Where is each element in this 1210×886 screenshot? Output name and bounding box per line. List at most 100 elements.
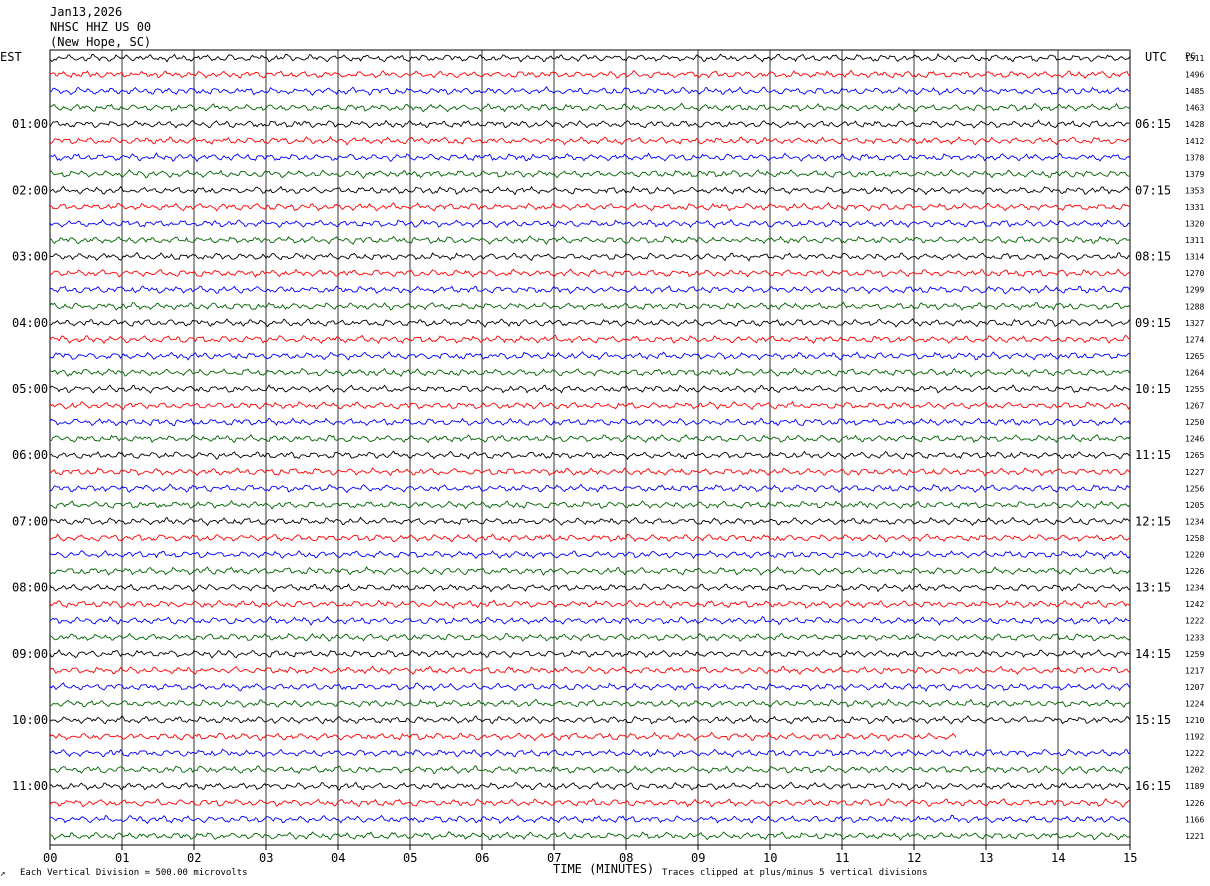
utc-hour-label: 08:15 — [1135, 250, 1171, 264]
seismic-trace — [49, 135, 1131, 146]
clip-note: Traces clipped at plus/minus 5 vertical … — [662, 868, 928, 878]
seismic-trace — [49, 731, 957, 742]
x-tick-label: 13 — [979, 851, 993, 865]
trace-rms-label: 1220 — [1185, 551, 1204, 560]
est-hour-label: 06:00 — [12, 448, 48, 462]
utc-hour-labels: 06:15 07:15 08:15 09:15 10:15 11:15 12:15 13:15… — [1135, 117, 1171, 793]
trace-rms-label: 1258 — [1185, 534, 1204, 543]
trace-rms-label: 1511 — [1185, 54, 1204, 63]
trace-rms-label: 1246 — [1185, 435, 1204, 444]
seismic-trace — [49, 69, 1131, 79]
est-label: EST — [0, 50, 22, 64]
seismic-trace — [49, 533, 1131, 543]
seismic-trace — [49, 268, 1131, 278]
x-tick-label: 04 — [331, 851, 345, 865]
seismic-trace — [49, 119, 1131, 129]
trace-rms-label: 1166 — [1185, 815, 1204, 824]
trace-rms-label: 1320 — [1185, 220, 1204, 229]
seismic-trace — [49, 401, 1131, 411]
seismic-trace — [50, 814, 1130, 825]
x-tick-label: 02 — [187, 851, 201, 865]
trace-rms-label: 1496 — [1185, 71, 1204, 80]
trace-rms-label: 1226 — [1185, 567, 1204, 576]
plot-frame — [49, 49, 1131, 846]
seismic-trace — [49, 781, 1131, 791]
est-hour-labels: 01:00 02:00 03:00 04:00 05:00 06:00 07:00 08:00… — [12, 117, 48, 793]
seismic-trace — [49, 615, 1131, 626]
x-tick-label: 09 — [691, 851, 705, 865]
est-hour-label: 08:00 — [12, 581, 48, 595]
seismic-trace — [49, 648, 1131, 659]
trace-rms-label: 1428 — [1185, 120, 1204, 129]
x-tick-label: 01 — [115, 851, 129, 865]
utc-hour-label: 09:15 — [1135, 316, 1171, 330]
seismic-trace — [49, 714, 1131, 725]
trace-rms-label: 1353 — [1185, 186, 1204, 195]
est-hour-label: 04:00 — [12, 316, 48, 330]
seismic-trace — [49, 185, 1131, 196]
rms-header: PG — [1185, 52, 1196, 62]
est-hour-label: 07:00 — [12, 514, 48, 528]
trace-rms-label: 1274 — [1185, 335, 1204, 344]
seismic-trace — [49, 500, 1131, 510]
seismic-trace — [49, 483, 1131, 494]
x-tick-label: 11 — [835, 851, 849, 865]
trace-rms-label: 1270 — [1185, 269, 1204, 278]
seismic-trace — [49, 599, 1131, 610]
trace-rms-label: 1378 — [1185, 153, 1204, 162]
utc-hour-label: 14:15 — [1135, 647, 1171, 661]
trace-rms-label: 1379 — [1185, 170, 1204, 179]
seismic-trace — [49, 583, 1131, 593]
trace-rms-label: 1233 — [1185, 633, 1204, 642]
utc-hour-label: 11:15 — [1135, 448, 1171, 462]
seismic-trace — [49, 831, 1131, 841]
x-tick-label: 06 — [475, 851, 489, 865]
x-tick-label: 03 — [259, 851, 273, 865]
seismic-trace — [49, 301, 1131, 311]
trace-rms-label: 1192 — [1185, 733, 1204, 742]
seismic-trace — [49, 284, 1131, 295]
seismic-trace — [49, 698, 1131, 709]
trace-rms-label: 1288 — [1185, 302, 1204, 311]
trace-rms-label: 1222 — [1185, 749, 1204, 758]
utc-hour-label: 15:15 — [1135, 713, 1171, 727]
x-tick-label: 15 — [1123, 851, 1137, 865]
seismic-trace — [49, 384, 1131, 394]
est-hour-label: 10:00 — [12, 713, 48, 727]
est-hour-label: 02:00 — [12, 183, 48, 197]
trace-rms-label: 1226 — [1185, 799, 1204, 808]
scale-note: Each Vertical Division = 500.00 microvol… — [20, 868, 248, 878]
trace-rms-label: 1205 — [1185, 501, 1204, 510]
trace-rms-label: 1485 — [1185, 87, 1204, 96]
trace-rms-label: 1234 — [1185, 584, 1204, 593]
seismic-trace — [49, 798, 1131, 808]
seismic-trace — [49, 235, 1131, 246]
trace-rms-label: 1412 — [1185, 137, 1204, 146]
seismic-trace — [49, 318, 1131, 328]
seismic-trace — [49, 351, 1131, 361]
seismic-trace — [49, 549, 1131, 560]
utc-hour-label: 06:15 — [1135, 117, 1171, 131]
trace-rms-label: 1221 — [1185, 832, 1204, 841]
utc-label: UTC — [1145, 50, 1167, 64]
seismic-trace — [49, 367, 1131, 378]
trace-rms-label: 1202 — [1185, 766, 1204, 775]
utc-hour-label: 07:15 — [1135, 183, 1171, 197]
trace-rms-label: 1256 — [1185, 484, 1204, 493]
seismic-trace — [49, 434, 1131, 444]
est-hour-label: 03:00 — [12, 250, 48, 264]
x-tick-label: 07 — [547, 851, 561, 865]
seismic-trace — [49, 450, 1131, 461]
utc-hour-label: 16:15 — [1135, 779, 1171, 793]
trace-rms-label: 1189 — [1185, 782, 1204, 791]
station-label: NHSC HHZ US 00 — [50, 20, 151, 34]
x-tick-label: 05 — [403, 851, 417, 865]
seismic-trace — [49, 632, 1131, 642]
trace-rms-label: 1242 — [1185, 600, 1204, 609]
trace-rms-label: 1267 — [1185, 402, 1204, 411]
seismic-traces — [49, 52, 1131, 841]
est-hour-label: 09:00 — [12, 647, 48, 661]
utc-hour-label: 12:15 — [1135, 514, 1171, 528]
est-hour-label: 05:00 — [12, 382, 48, 396]
